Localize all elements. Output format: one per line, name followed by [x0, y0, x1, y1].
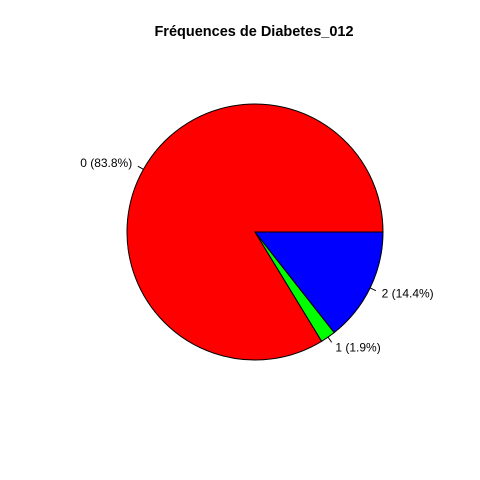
label-leader-1 — [327, 336, 333, 343]
chart-title: Fréquences de Diabetes_012 — [154, 24, 353, 40]
label-leader-0 — [137, 165, 144, 170]
pie-label-2: 2 (14.4%) — [382, 286, 434, 300]
pie-labels: 0 (83.8%) 1 (1.9%) 2 (14.4%) — [80, 156, 433, 355]
pie-label-1: 1 (1.9%) — [335, 341, 380, 355]
pie-label-0: 0 (83.8%) — [80, 156, 132, 170]
pie-slices — [126, 103, 384, 361]
pie-slice-2 — [253, 231, 384, 334]
label-leader-2 — [369, 287, 377, 292]
